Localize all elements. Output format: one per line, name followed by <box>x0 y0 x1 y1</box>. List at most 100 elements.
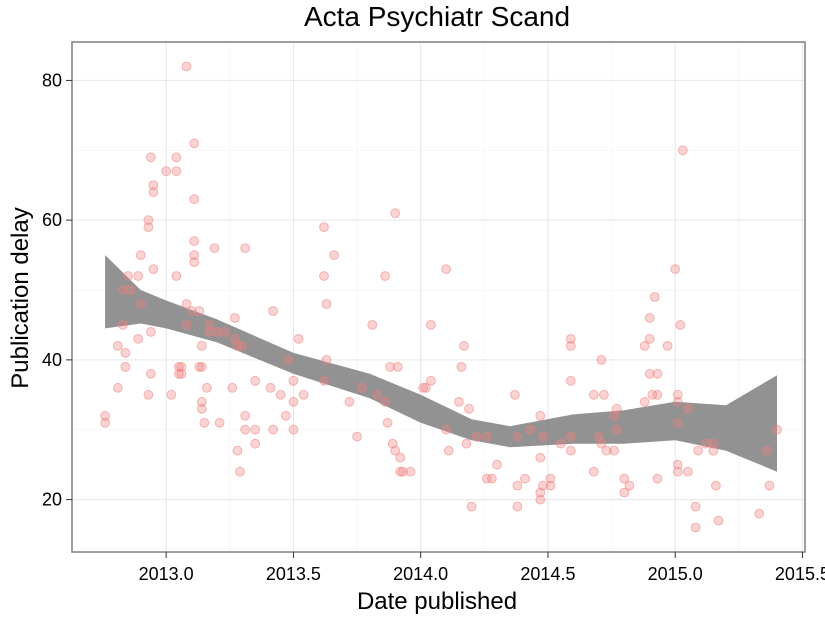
data-point <box>125 285 136 295</box>
data-point <box>204 320 215 330</box>
data-point <box>672 459 683 470</box>
data-point <box>700 438 711 449</box>
data-point <box>683 466 693 477</box>
x-tick-label: 2013.0 <box>139 564 194 584</box>
data-point <box>390 445 401 456</box>
data-point <box>298 389 309 400</box>
data-point <box>189 250 200 261</box>
y-tick-label: 60 <box>42 210 62 230</box>
data-point <box>240 424 251 435</box>
data-point <box>171 271 182 281</box>
data-point <box>454 396 464 407</box>
data-point <box>619 487 630 498</box>
x-tick-label: 2013.5 <box>266 564 321 584</box>
data-point <box>596 438 607 449</box>
data-point <box>683 403 693 414</box>
data-point <box>196 396 207 407</box>
data-point <box>250 438 261 449</box>
data-point <box>189 138 200 149</box>
data-point <box>148 187 159 198</box>
data-point <box>599 389 609 400</box>
data-point <box>100 417 110 428</box>
y-tick-label: 20 <box>42 490 62 510</box>
data-point <box>492 459 502 470</box>
data-point <box>230 313 240 323</box>
data-point <box>194 306 205 316</box>
data-point <box>512 480 523 491</box>
data-point <box>100 410 110 421</box>
data-point <box>189 257 200 268</box>
data-point <box>189 236 200 247</box>
data-point <box>708 445 719 456</box>
data-point <box>441 264 452 275</box>
data-point <box>512 431 523 442</box>
x-tick-label: 2014.0 <box>393 564 448 584</box>
data-point <box>711 480 721 491</box>
data-point <box>649 292 660 302</box>
data-point <box>565 334 576 344</box>
data-point <box>464 403 474 414</box>
data-point <box>189 194 200 205</box>
data-point <box>690 522 701 533</box>
y-tick-label: 40 <box>42 350 62 370</box>
data-point <box>196 362 207 372</box>
data-point <box>171 152 182 163</box>
data-point <box>596 355 607 365</box>
y-tick-label: 80 <box>42 70 62 90</box>
data-point <box>525 424 535 435</box>
data-point <box>392 362 403 372</box>
data-point <box>240 243 251 254</box>
plot-area <box>72 42 805 552</box>
data-point <box>555 438 566 449</box>
data-point <box>329 250 340 261</box>
data-point <box>112 341 123 351</box>
data-point <box>321 299 332 309</box>
data-point <box>344 396 355 407</box>
data-point <box>186 306 197 316</box>
data-point <box>265 382 276 393</box>
plot-background <box>72 42 805 552</box>
data-point <box>148 264 159 275</box>
data-point <box>214 417 225 428</box>
data-point <box>380 396 391 407</box>
data-point <box>235 466 245 477</box>
data-point <box>372 389 383 400</box>
data-point <box>619 473 630 484</box>
data-point <box>672 396 683 407</box>
data-point <box>166 389 177 400</box>
data-point <box>487 473 497 484</box>
data-point <box>118 320 128 330</box>
data-point <box>670 264 681 275</box>
data-point <box>647 389 658 400</box>
data-point <box>418 382 429 393</box>
data-point <box>268 424 279 435</box>
data-point <box>204 327 215 337</box>
data-point <box>644 313 655 323</box>
data-point <box>535 452 546 463</box>
data-point <box>471 431 482 442</box>
data-point <box>146 368 156 379</box>
data-point <box>672 466 683 477</box>
data-point <box>232 341 243 351</box>
data-point <box>237 341 248 351</box>
data-point <box>565 431 576 442</box>
data-point <box>135 250 146 261</box>
data-point <box>510 389 520 400</box>
data-point <box>367 320 378 330</box>
data-point <box>443 445 454 456</box>
data-point <box>713 515 724 526</box>
data-point <box>588 389 599 400</box>
data-point <box>143 222 154 233</box>
data-point <box>520 473 530 484</box>
data-point <box>639 341 650 351</box>
data-point <box>535 494 546 505</box>
data-point <box>268 306 279 316</box>
data-point <box>459 341 469 351</box>
smooth-confidence-band <box>105 255 778 472</box>
data-point <box>405 466 416 477</box>
data-point <box>609 445 619 456</box>
data-point <box>240 410 251 421</box>
data-point <box>380 271 391 281</box>
data-point <box>535 410 546 421</box>
